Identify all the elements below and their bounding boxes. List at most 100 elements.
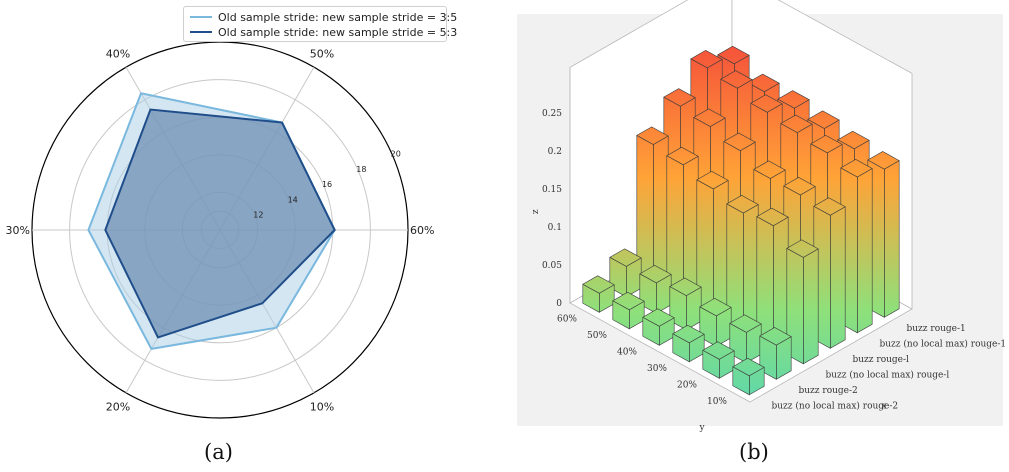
bar3d-bar-top: [723, 132, 756, 151]
legend-label-series-1: Old sample stride: new sample stride = 3…: [218, 10, 458, 24]
bar3d-y-tick: 20%: [677, 380, 697, 390]
bar3d-bar: [732, 357, 765, 396]
bar3d-y-tick: 40%: [617, 347, 637, 357]
bar3d-x-tick: buzz (no local max) rouge-2: [772, 400, 899, 411]
bar3d-bar-top: [759, 327, 792, 346]
bar3d-bar-top: [813, 197, 846, 216]
bar3d-bar: [699, 297, 732, 347]
bar3d-zlabel: z: [531, 209, 541, 214]
bar3d-bar-top: [840, 159, 873, 178]
radar-legend: Old sample stride: new sample stride = 3…: [183, 6, 457, 42]
radar-radial-tick: 14: [288, 195, 298, 204]
radar-series-2: [104, 108, 336, 339]
bar3d-bar: [702, 341, 735, 379]
bar3d-ylabel: y: [698, 423, 705, 433]
bar3d-bar-face: [653, 135, 669, 282]
bar3d-bar-top: [636, 126, 669, 145]
bar3d-bar-face: [830, 206, 846, 349]
bar3d-bar-top: [756, 207, 789, 227]
bar3d-bar-top: [786, 239, 819, 258]
bar3d-bar-top: [726, 195, 759, 214]
bar3d-x-tick: buzz (no local max) rouge-l: [826, 369, 950, 380]
bar3d-bar: [756, 207, 789, 348]
bar3d-bar-top: [663, 88, 696, 107]
bar3d-z-tick: 0.05: [542, 261, 562, 271]
bar3d-bar-top: [750, 94, 783, 113]
bar3d-bar-top: [582, 275, 615, 294]
bar3d-y-tick: 10%: [707, 397, 727, 407]
radar-radial-tick: 18: [356, 165, 366, 174]
bar3d-bar-face: [803, 248, 819, 365]
bar3d-bar: [813, 197, 846, 349]
bar3d-y-tick: 60%: [557, 314, 577, 324]
bar3d-bar: [759, 327, 792, 380]
bar3d-bar: [696, 170, 729, 315]
bar3d-chart: 0 0.05 0.1 0.15 0.2 0.25 z 10% 20% 30% 40% 50% 60% y b…: [517, 0, 1007, 433]
bar3d-bar-top: [642, 308, 675, 327]
bar3d-bar-face: [857, 167, 873, 334]
bar3d-bar-top: [696, 170, 729, 190]
bar3d-bar: [666, 146, 699, 299]
bar3d-bar-face: [743, 203, 759, 332]
bar3d-bar-top: [699, 297, 732, 317]
bar3d-x-tick: buzz (no local max) rouge-1: [880, 338, 1007, 349]
bar3d-bar-top: [732, 357, 765, 377]
bar3d-z-tick: 0.2: [548, 147, 562, 157]
bar3d-bar: [672, 324, 705, 363]
bar3d-bar-top: [693, 108, 726, 127]
bar3d-bar-face: [683, 155, 699, 299]
bar3d-bar-top: [867, 151, 900, 170]
bar3d-bar-top: [702, 341, 735, 360]
bar3d-bar-top: [669, 277, 702, 296]
bar3d-chart-panel: 0 0.05 0.1 0.15 0.2 0.25 z 10% 20% 30% 40% 50% 60% y b…: [505, 0, 1009, 468]
bar3d-bar-top: [639, 264, 672, 284]
bar3d-bar-top: [810, 134, 843, 154]
bar3d-y-tick: 30%: [647, 364, 667, 374]
bar3d-bar-face: [713, 179, 729, 315]
radar-category-label: 20%: [106, 401, 130, 414]
bar3d-y-tick: 50%: [587, 331, 607, 341]
bar3d-bar-top: [807, 110, 840, 129]
radar-radial-tick: 16: [322, 180, 332, 189]
bar3d-bar-top: [837, 130, 870, 150]
bar3d-bar: [642, 308, 675, 346]
bar3d-bar-top: [672, 324, 705, 344]
bar3d-bar: [669, 277, 702, 331]
bar3d-z-tick: 0.25: [542, 109, 562, 119]
bar3d-bar-top: [747, 73, 780, 93]
bar3d-bar: [726, 195, 759, 332]
bar3d-x-tick: buzz rouge-l: [853, 355, 910, 365]
radar-category-label: 30%: [6, 224, 30, 237]
bar3d-bar-top: [666, 146, 699, 166]
bar3d-bar: [867, 151, 900, 318]
bar3d-bar-top: [690, 49, 723, 69]
radar-category-label: 40%: [106, 47, 130, 60]
bar3d-bar-top: [783, 177, 816, 196]
bar3d-z-tick: 0.15: [542, 185, 562, 195]
bar3d-x-tick: buzz rouge-2: [799, 386, 858, 396]
bar3d-bar-top: [720, 70, 753, 89]
legend-swatch-series-1: [190, 16, 212, 18]
radar-radial-tick: 12: [253, 211, 263, 220]
bar3d-bar-top: [612, 291, 645, 311]
caption-b: (b): [739, 440, 769, 464]
bar3d-bar: [840, 159, 873, 334]
legend-swatch-series-2: [190, 31, 212, 33]
radar-radial-tick: 20: [391, 150, 401, 159]
radar-category-label: 50%: [310, 47, 334, 60]
bar3d-bar: [609, 248, 642, 298]
bar3d-xlabel: x: [882, 401, 887, 411]
radar-chart-panel: 10% 20% 30% 40% 50% 60% 12 14 16 18 20 Old sample …: [0, 0, 457, 468]
bar3d-bar-top: [717, 45, 750, 65]
radar-category-label: 60%: [410, 224, 434, 237]
caption-a: (a): [204, 440, 233, 464]
bar3d-bar-top: [777, 90, 810, 109]
bar3d-x-tick: buzz rouge-1: [907, 324, 966, 334]
bar3d-bar: [582, 275, 615, 313]
bar3d-bar-top: [609, 248, 642, 267]
bar3d-bar-face: [884, 160, 900, 318]
legend-entry-series-2: Old sample stride: new sample stride = 5…: [190, 25, 457, 39]
radar-chart: 10% 20% 30% 40% 50% 60% 12 14 16 18 20: [6, 41, 434, 419]
radar-category-label: 10%: [310, 401, 334, 414]
legend-label-series-2: Old sample stride: new sample stride = 5…: [218, 25, 458, 39]
